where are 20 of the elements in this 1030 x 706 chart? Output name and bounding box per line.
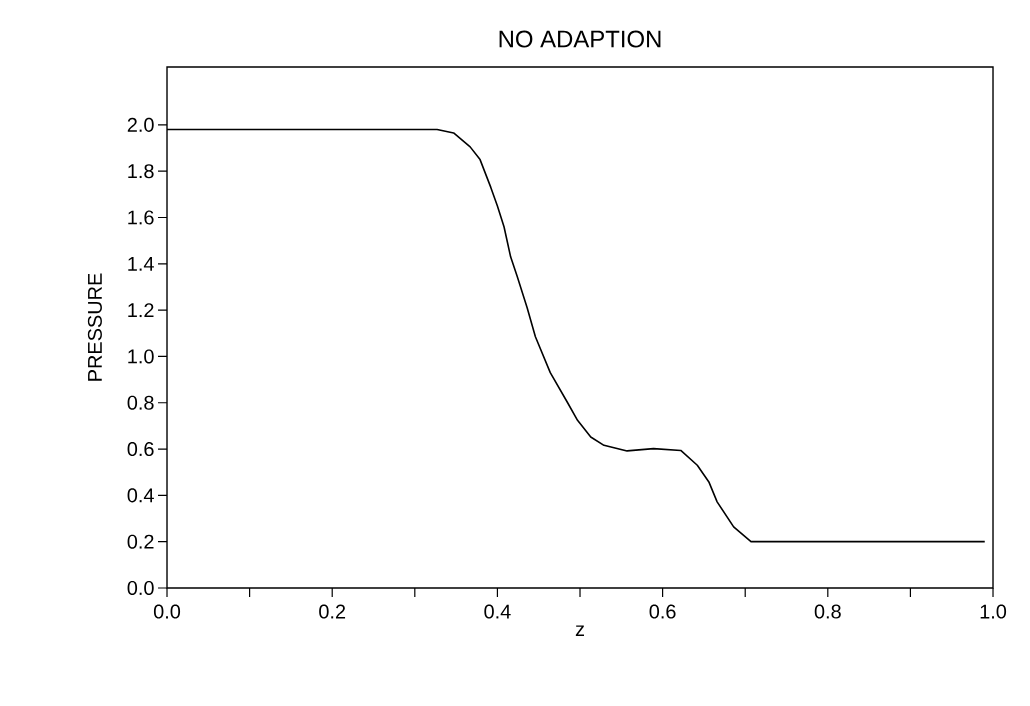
y-tick-label: 0.4 (127, 488, 154, 503)
x-tick-label: 1.0 (980, 604, 1007, 619)
y-tick-label: 0.6 (127, 442, 154, 457)
x-tick-label: 0.8 (814, 604, 841, 619)
x-axis-title: z (575, 625, 584, 636)
y-axis-title: PRESSURE (87, 273, 102, 381)
y-tick-label: 0.0 (127, 580, 154, 596)
y-tick-label: 1.4 (128, 256, 154, 271)
y-tick-label: 0.8 (127, 395, 154, 410)
y-tick-label: 0.2 (127, 534, 154, 549)
x-tick-label: 0.2 (319, 604, 346, 619)
chart-title: NO ADAPTION (499, 30, 661, 48)
x-tick-label: 0.4 (484, 604, 511, 619)
x-tick-label: 0.6 (649, 604, 676, 619)
x-tick-label: 0.0 (153, 604, 181, 619)
y-tick-label: 1.0 (128, 349, 154, 364)
y-tick-label: 2.0 (127, 117, 154, 132)
y-tick-label: 1.2 (128, 303, 154, 318)
y-tick-label: 1.6 (128, 210, 154, 225)
y-tick-label: 1.8 (128, 164, 154, 179)
